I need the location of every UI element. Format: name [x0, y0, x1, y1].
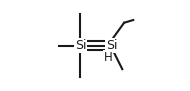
Text: H: H: [104, 51, 112, 64]
Text: Si: Si: [106, 39, 117, 52]
Text: Si: Si: [75, 39, 86, 52]
